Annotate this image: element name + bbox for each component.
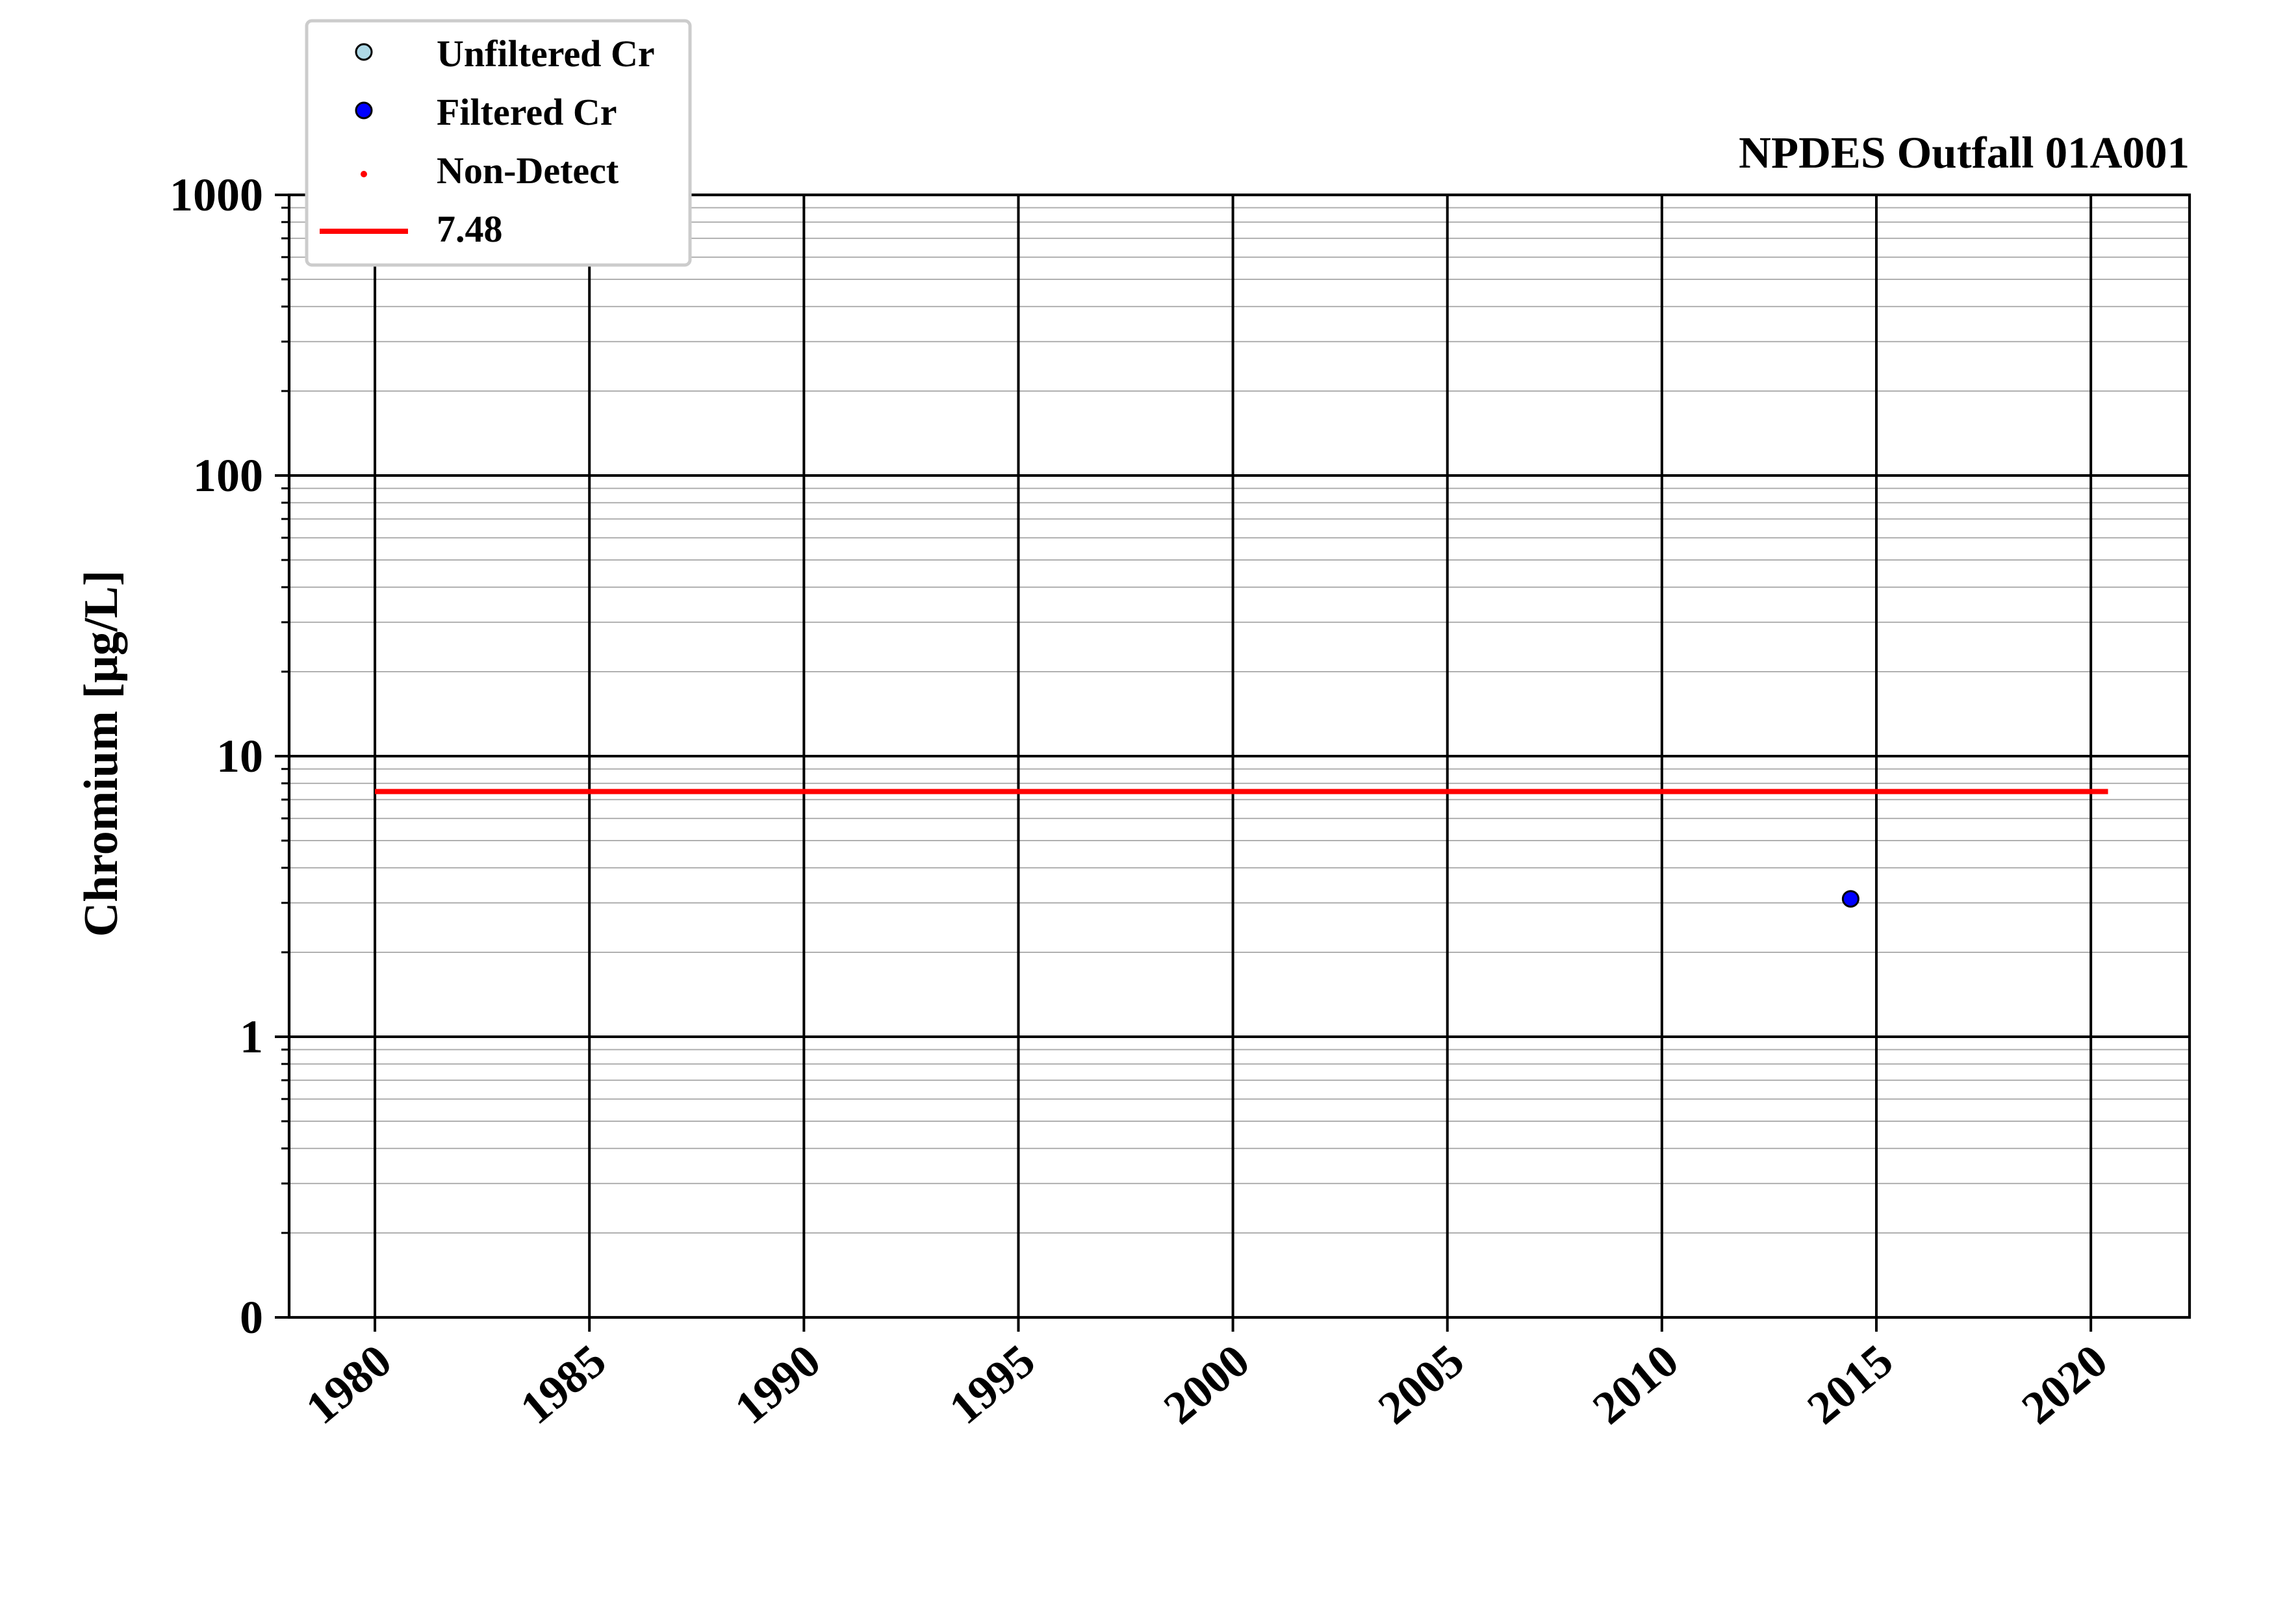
chart-title: NPDES Outfall 01A001 xyxy=(1739,128,2190,177)
y-axis-label: Chromium [μg/L] xyxy=(75,570,128,937)
y-tick-label: 1 xyxy=(240,1011,263,1063)
y-tick-label: 10 xyxy=(216,730,263,782)
legend-label: Non-Detect xyxy=(437,149,619,192)
y-tick-label: 0 xyxy=(240,1291,263,1343)
legend-box xyxy=(305,19,692,267)
legend-label: Unfiltered Cr xyxy=(437,32,655,75)
legend-marker xyxy=(361,171,367,177)
y-axis-ticks: 0 1 10 100 1000 xyxy=(170,169,289,1343)
legend-entry: Unfiltered Cr xyxy=(355,32,655,75)
legend-entry: Non-Detect xyxy=(361,149,619,192)
legend-entry: 7.48 xyxy=(320,208,503,250)
data-point xyxy=(1841,890,1859,908)
legend: Unfiltered Cr Filtered Cr Non-Detect 7.48 xyxy=(305,19,692,267)
y-tick-label: 1000 xyxy=(170,169,263,221)
minor-grid xyxy=(289,207,2190,1234)
y-tick-label: 100 xyxy=(193,450,263,501)
legend-marker xyxy=(355,43,373,61)
legend-label: 7.48 xyxy=(437,208,503,250)
data-points xyxy=(1841,890,1859,908)
legend-label: Filtered Cr xyxy=(437,91,617,133)
legend-entry: Filtered Cr xyxy=(355,91,617,133)
legend-marker xyxy=(355,101,373,120)
